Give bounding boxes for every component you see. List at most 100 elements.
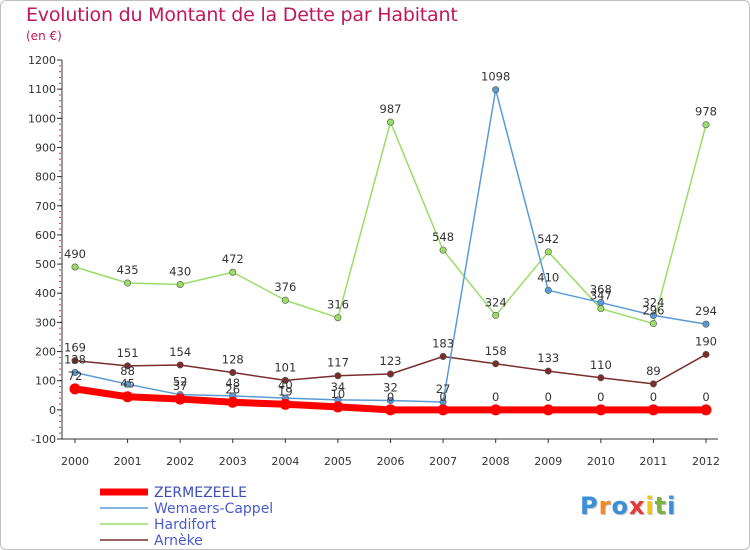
data-point [386, 370, 394, 378]
data-label: 0 [545, 390, 552, 404]
data-label: 27 [436, 382, 451, 396]
data-point [595, 404, 607, 416]
data-label: 296 [642, 304, 664, 318]
data-label: 48 [225, 376, 240, 390]
data-label: 294 [695, 304, 717, 318]
data-label: 0 [439, 390, 446, 404]
data-label: 368 [590, 283, 612, 297]
legend-label: Arnèke [154, 533, 203, 549]
y-tick-label: 100 [35, 375, 56, 388]
y-tick-label: 800 [35, 171, 56, 184]
data-point [227, 396, 239, 408]
data-point [597, 305, 605, 313]
data-label: 0 [597, 390, 604, 404]
data-label: 10 [331, 387, 346, 401]
data-label: 52 [173, 375, 188, 389]
data-label: 0 [702, 390, 709, 404]
data-label: 40 [278, 378, 293, 392]
data-label: 110 [590, 358, 612, 372]
data-point [386, 118, 394, 126]
logo-letter: t [654, 492, 668, 520]
data-label: 89 [646, 364, 661, 378]
labels-hardifort: 490 435 430 472 376 316 987 548 324 542 347 296 978 [64, 102, 717, 317]
data-point [597, 299, 605, 307]
x-tick-label: 2004 [271, 455, 299, 468]
data-label: 128 [222, 353, 244, 367]
data-label: 117 [327, 356, 349, 370]
y-tick-label: 700 [35, 200, 56, 213]
data-point [279, 398, 291, 410]
data-point [386, 397, 394, 405]
data-point [229, 268, 237, 276]
data-label: 376 [274, 280, 296, 294]
x-tick-label: 2009 [534, 455, 562, 468]
y-tick-label: 200 [35, 346, 56, 359]
logo-letter: P [580, 492, 599, 520]
data-point [385, 404, 396, 416]
data-label: 324 [642, 295, 664, 309]
data-point [492, 311, 500, 319]
data-label: 987 [380, 102, 402, 116]
series-zermezeele [69, 383, 712, 416]
y-tick-label: 900 [35, 141, 56, 154]
data-point [544, 286, 552, 294]
logo-letter: r [598, 492, 612, 520]
data-point [176, 361, 184, 369]
data-point [492, 360, 500, 368]
data-point [647, 404, 659, 416]
logo-letter: i [645, 492, 655, 520]
data-point [702, 350, 710, 358]
y-tick-label: 1000 [28, 112, 56, 125]
data-label: 978 [695, 105, 717, 119]
data-label: 37 [173, 379, 188, 393]
data-point [281, 376, 289, 384]
data-label: 472 [222, 252, 244, 266]
data-point [281, 296, 289, 304]
x-tick-label: 2001 [114, 455, 142, 468]
x-tick-label: 2011 [639, 455, 667, 468]
data-point [122, 391, 134, 403]
data-point [229, 369, 237, 377]
labels-zermezeele: 72 45 37 26 19 10 0 0 0 0 0 0 0 [68, 369, 710, 404]
data-label: 190 [695, 334, 717, 348]
chart-subtitle: (en €) [26, 29, 62, 43]
data-point [490, 404, 502, 416]
data-label: 548 [432, 230, 454, 244]
chart-title: Evolution du Montant de la Dette par Hab… [26, 4, 458, 26]
series-arn-ke [71, 350, 710, 388]
x-tick-label: 2002 [166, 455, 194, 468]
data-point [544, 248, 552, 256]
data-label: 542 [537, 232, 559, 246]
x-tick-label: 2010 [587, 455, 615, 468]
data-point [700, 404, 712, 416]
y-tick-label: 600 [35, 229, 56, 242]
data-point [492, 86, 500, 94]
data-label: 151 [117, 346, 139, 360]
data-point [176, 280, 184, 288]
data-label: 128 [64, 353, 86, 367]
legend-label: Wemaers-Cappel [154, 501, 273, 517]
y-tick-label: 500 [35, 258, 56, 271]
data-label: 169 [64, 341, 86, 355]
logo-letter: i [667, 492, 677, 520]
data-point [332, 401, 344, 413]
x-tick-label: 2007 [429, 455, 457, 468]
y-tick-label: 1100 [28, 83, 56, 96]
x-tick-label: 2000 [61, 455, 89, 468]
labels-arn-ke: 169 151 154 128 101 117 123 183 158 133 110 89 190 [64, 334, 717, 377]
data-point [71, 263, 79, 271]
legend-label: Hardifort [154, 517, 217, 533]
data-point [702, 121, 710, 129]
data-label: 45 [120, 377, 135, 391]
data-label: 26 [225, 382, 240, 396]
y-tick-label: 300 [35, 316, 56, 329]
data-label: 34 [331, 380, 346, 394]
data-label: 19 [278, 384, 293, 398]
x-tick-label: 2005 [324, 455, 352, 468]
data-label: 101 [274, 360, 296, 374]
y-tick-label: 0 [49, 404, 56, 417]
data-label: 0 [387, 390, 394, 404]
data-label: 490 [64, 247, 86, 261]
data-label: 410 [537, 270, 559, 284]
